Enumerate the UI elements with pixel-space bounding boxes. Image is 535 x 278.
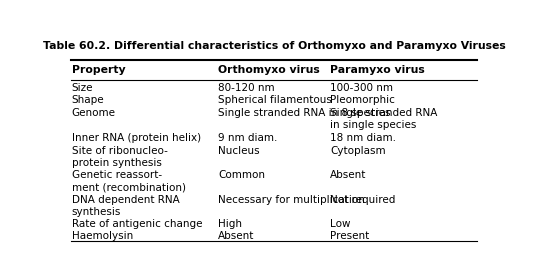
Text: DNA dependent RNA
synthesis: DNA dependent RNA synthesis [72, 195, 180, 217]
Text: Orthomyxo virus: Orthomyxo virus [218, 65, 320, 75]
Text: Property: Property [72, 65, 126, 75]
Text: 18 nm diam.: 18 nm diam. [330, 133, 396, 143]
Text: Absent: Absent [218, 231, 255, 241]
Text: High: High [218, 219, 242, 229]
Text: Pleomorphic: Pleomorphic [330, 95, 395, 105]
Text: Present: Present [330, 231, 369, 241]
Text: 100-300 nm: 100-300 nm [330, 83, 393, 93]
Text: Inner RNA (protein helix): Inner RNA (protein helix) [72, 133, 201, 143]
Text: Genetic reassort-
ment (recombination): Genetic reassort- ment (recombination) [72, 170, 186, 193]
Text: Size: Size [72, 83, 93, 93]
Text: Low: Low [330, 219, 350, 229]
Text: Absent: Absent [330, 170, 366, 180]
Text: Paramyxo virus: Paramyxo virus [330, 65, 425, 75]
Text: 9 nm diam.: 9 nm diam. [218, 133, 278, 143]
Text: Common: Common [218, 170, 265, 180]
Text: Not required: Not required [330, 195, 395, 205]
Text: Spherical filamentous: Spherical filamentous [218, 95, 332, 105]
Text: Shape: Shape [72, 95, 104, 105]
Text: Single stranded RNA in 8 species: Single stranded RNA in 8 species [218, 108, 391, 118]
Text: Haemolysin: Haemolysin [72, 231, 133, 241]
Text: 80-120 nm: 80-120 nm [218, 83, 275, 93]
Text: Necessary for multiplication: Necessary for multiplication [218, 195, 365, 205]
Text: Rate of antigenic change: Rate of antigenic change [72, 219, 202, 229]
Text: Genome: Genome [72, 108, 116, 118]
Text: Nucleus: Nucleus [218, 145, 260, 155]
Text: Single stranded RNA
in single species: Single stranded RNA in single species [330, 108, 438, 130]
Text: Table 60.2. Differential characteristics of Orthomyxo and Paramyxo Viruses: Table 60.2. Differential characteristics… [43, 41, 506, 51]
Text: Site of ribonucleo-
protein synthesis: Site of ribonucleo- protein synthesis [72, 145, 168, 168]
Text: Cytoplasm: Cytoplasm [330, 145, 386, 155]
